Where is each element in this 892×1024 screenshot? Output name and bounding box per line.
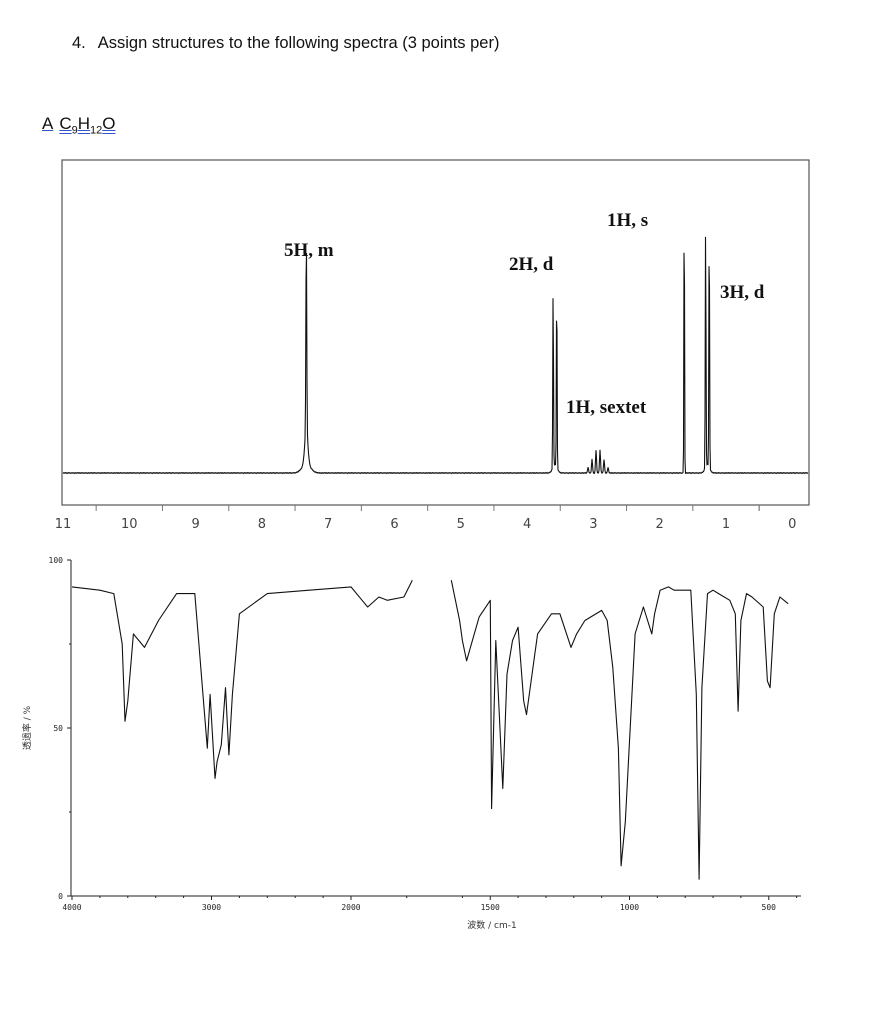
ir-y-tick-label: 0 bbox=[58, 892, 63, 901]
nmr-tick-label: 11 bbox=[55, 517, 72, 532]
ir-x-tick-label: 1000 bbox=[620, 903, 639, 912]
nmr-tick-label: 8 bbox=[258, 517, 266, 532]
ir-x-tick-label: 4000 bbox=[62, 903, 81, 912]
question-number: 4. bbox=[72, 34, 86, 52]
formula-o: O bbox=[102, 114, 116, 133]
question-text: Assign structures to the following spect… bbox=[97, 34, 500, 52]
compound-letter: A bbox=[42, 114, 54, 133]
nmr-tick-label: 1 bbox=[722, 517, 730, 532]
formula-h-count: 12 bbox=[90, 124, 103, 137]
nmr-tick-label: 4 bbox=[523, 517, 531, 532]
formula-c-count: 9 bbox=[71, 124, 78, 137]
nmr-trace bbox=[62, 236, 809, 475]
ir-x-tick-label: 500 bbox=[762, 903, 777, 912]
ir-y-tick-label: 100 bbox=[49, 556, 64, 565]
nmr-tick-label: 10 bbox=[121, 517, 138, 532]
ir-trace bbox=[450, 580, 789, 880]
nmr-tick-label: 0 bbox=[788, 517, 796, 532]
nmr-tick-label: 2 bbox=[656, 517, 664, 532]
ir-x-tick-label: 2000 bbox=[341, 903, 360, 912]
molecular-formula: C9H12O bbox=[59, 114, 116, 137]
nmr-tick-label: 7 bbox=[324, 517, 332, 532]
ir-x-axis-title: 波数 / cm-1 bbox=[467, 919, 516, 931]
compound-label: A C9H12O bbox=[42, 114, 116, 136]
nmr-peak-label: 3H, d bbox=[720, 282, 765, 303]
ir-x-tick-label: 3000 bbox=[202, 903, 221, 912]
formula-h: H bbox=[77, 114, 91, 133]
ir-x-tick-label: 1500 bbox=[481, 903, 500, 912]
nmr-peak-label: 2H, d bbox=[509, 254, 554, 275]
nmr-plot-frame bbox=[61, 159, 810, 506]
ir-trace bbox=[71, 579, 413, 779]
question-heading: 4. Assign structures to the following spe… bbox=[72, 34, 499, 53]
ir-y-tick-label: 50 bbox=[53, 724, 63, 733]
nmr-tick-label: 5 bbox=[457, 517, 465, 532]
nmr-tick-label: 9 bbox=[191, 517, 199, 532]
nmr-tick-label: 3 bbox=[589, 517, 597, 532]
formula-c: C bbox=[59, 114, 72, 133]
nmr-peak-label: 5H, m bbox=[284, 240, 334, 261]
nmr-peak-label: 1H, sextet bbox=[566, 397, 647, 418]
ir-y-axis-title: 透過率 / % bbox=[21, 705, 33, 750]
nmr-peak-label: 1H, s bbox=[607, 210, 648, 231]
nmr-tick-label: 6 bbox=[390, 517, 398, 532]
